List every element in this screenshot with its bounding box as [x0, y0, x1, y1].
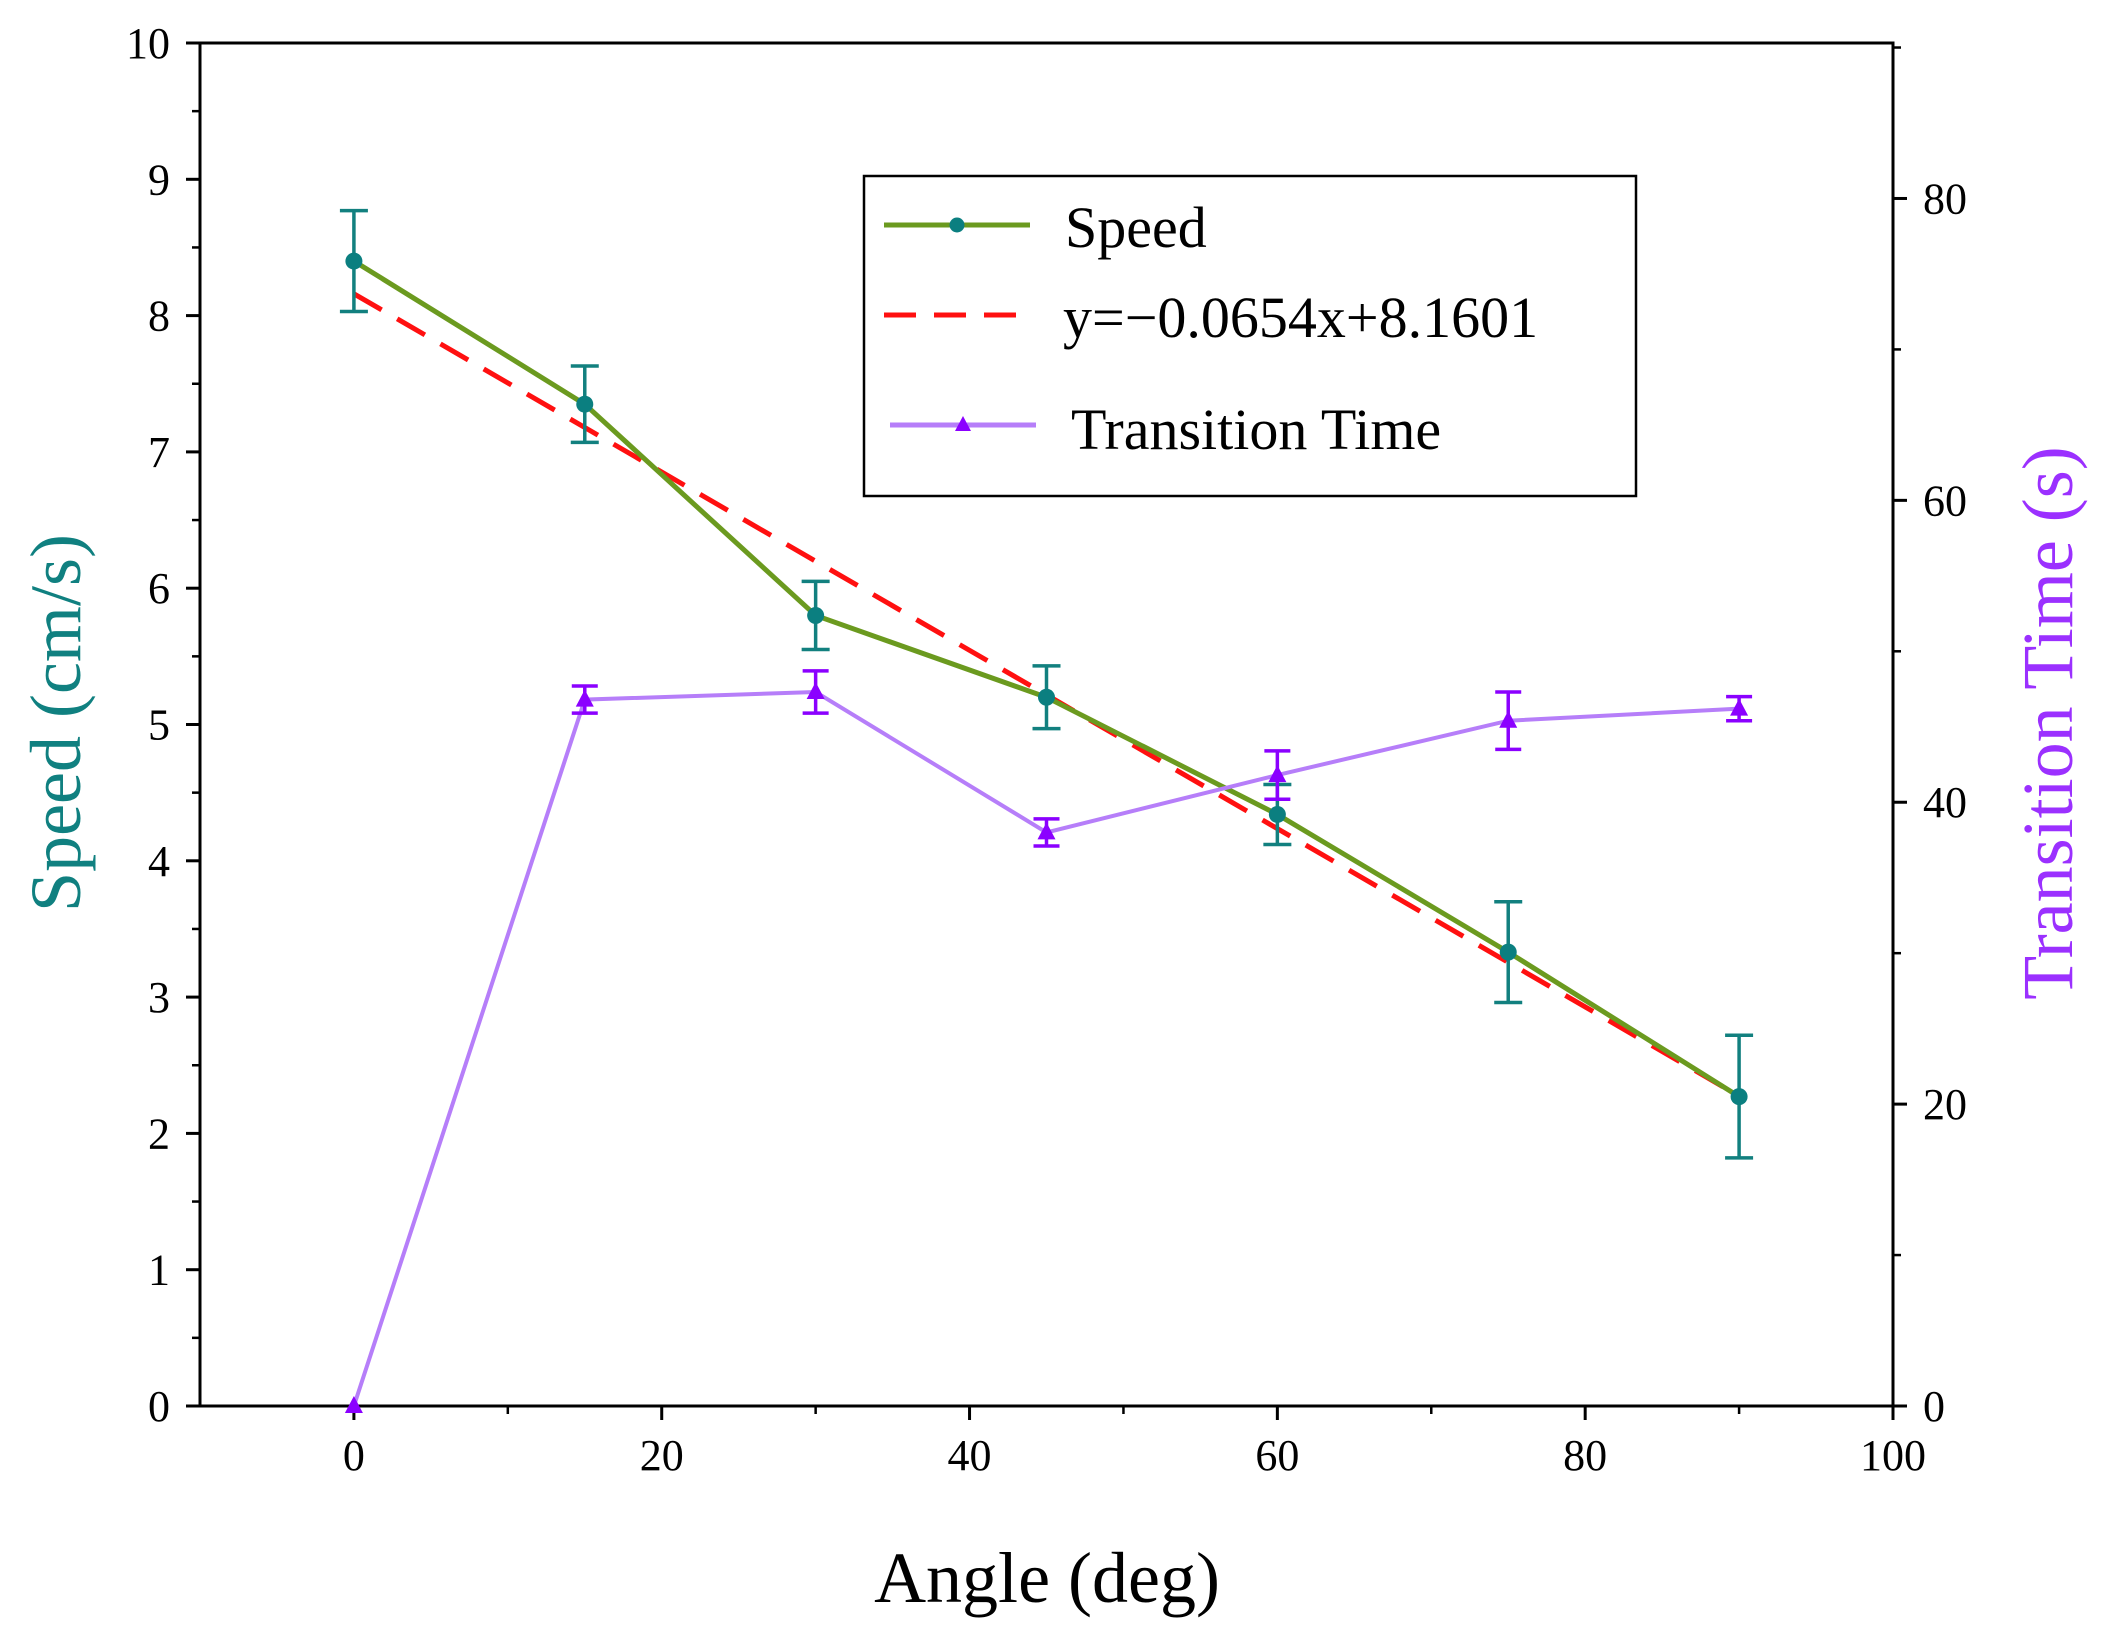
y-right-tick-label: 40 [1923, 778, 1967, 827]
transition-point [575, 689, 594, 707]
x-axis-title: Angle (deg) [874, 1538, 1220, 1618]
y-left-tick-label: 8 [148, 292, 170, 341]
y-left-tick-label: 2 [148, 1109, 170, 1158]
transition-point [1268, 765, 1287, 783]
data-layer [339, 208, 1754, 1413]
x-tick-label: 40 [948, 1431, 992, 1480]
transition-point [806, 682, 825, 700]
x-tick-label: 60 [1255, 1431, 1299, 1480]
speed-point [345, 252, 363, 270]
x-tick-label: 0 [343, 1431, 365, 1480]
y-left-tick-label: 4 [148, 837, 170, 886]
y-left-tick-label: 7 [148, 428, 170, 477]
legend-speed-marker [949, 217, 965, 233]
y-right-tick-label: 80 [1923, 174, 1967, 223]
x-tick-label: 80 [1563, 1431, 1607, 1480]
speed-point [807, 606, 825, 624]
y-left-tick-label: 5 [148, 701, 170, 750]
y-left-axis-title: Speed (cm/s) [16, 534, 96, 912]
y-left-tick-label: 0 [148, 1382, 170, 1431]
transition-point [344, 1396, 363, 1413]
y-right-axis-title: Transition Time (s) [2008, 446, 2088, 1000]
transition-point [1730, 698, 1749, 716]
transition-point [1037, 822, 1056, 840]
legend: Speed y=−0.0654x+8.1601 Transition Time [862, 174, 1638, 498]
legend-transition-marker [955, 416, 971, 431]
x-tick-label: 20 [640, 1431, 684, 1480]
transition-line [352, 690, 1740, 1407]
transition-point [1499, 710, 1518, 728]
y-left-tick-label: 3 [148, 973, 170, 1022]
y-right-tick-label: 0 [1923, 1382, 1945, 1431]
speed-point [1730, 1088, 1748, 1106]
y-left-tick-label: 9 [148, 155, 170, 204]
plot-frame [186, 41, 1907, 1420]
y-left-tick-label: 6 [148, 564, 170, 613]
speed-point [1499, 943, 1517, 961]
speed-point [1038, 688, 1055, 706]
legend-transition-label: Transition Time [1071, 397, 1441, 462]
y-left-tick-label: 10 [126, 19, 170, 68]
speed-point [576, 395, 594, 413]
y-left-tick-label: 1 [148, 1246, 170, 1295]
y-right-tick-label: 60 [1923, 476, 1967, 525]
speed-point [1268, 805, 1286, 823]
legend-speed-label: Speed [1065, 195, 1207, 260]
legend-fit-label: y=−0.0654x+8.1601 [1063, 285, 1538, 350]
x-tick-label: 100 [1860, 1431, 1926, 1480]
y-right-tick-label: 20 [1923, 1080, 1967, 1129]
